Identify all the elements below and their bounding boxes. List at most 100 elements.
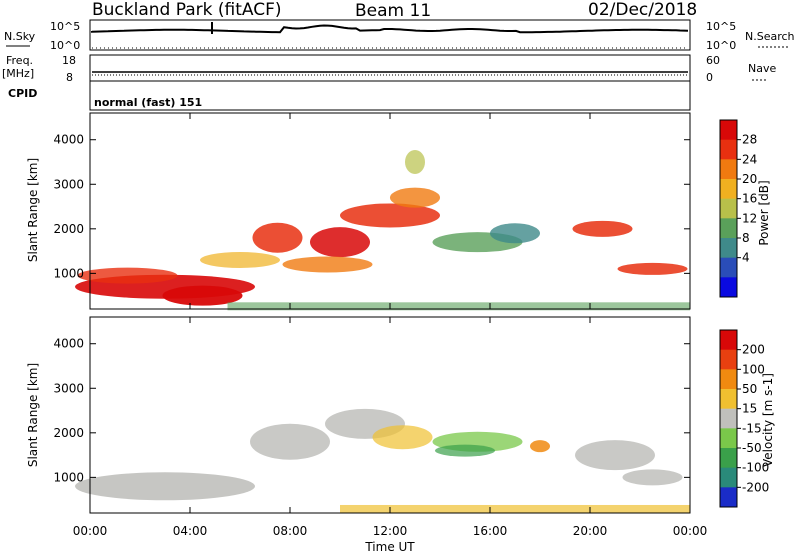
x-tick-label: 04:00 [173,524,208,538]
echo-band-grey [575,440,655,471]
colorbar-segment [720,389,737,410]
power-colorbar: 28 24 20 16 12 8 4 [719,119,757,298]
echo-band-orange [572,220,633,237]
colorbar-segment [720,179,737,200]
time-axis-title: Time UT [364,540,415,554]
colorbar-tick-label: 200 [742,343,765,357]
colorbar-segment [720,120,737,141]
nsearch-label: N.Search [745,30,795,43]
colorbar-segment [720,467,737,488]
beam-title: Beam 11 [355,1,431,21]
colorbar-tick-label: 16 [742,192,757,206]
y-tick-label: 1000 [53,470,84,484]
colorbar-tick-label: 15 [742,402,757,416]
colorbar-tick-label: -15 [742,421,762,435]
colorbar-segment [720,238,737,259]
colorbar-segment [720,428,737,449]
nsky-label: N.Sky [4,30,36,43]
echo-ground-band [227,302,690,311]
echo-band-orange [252,222,303,253]
colorbar-segment [720,330,737,351]
colorbar-segment [720,257,737,278]
velocity-panel: 1000 2000 3000 4000 Slant Range [km] [26,316,691,514]
nave-label: Nave [748,62,776,75]
colorbar-segment [720,159,737,180]
colorbar-tick-label: 20 [742,172,757,186]
x-tick-label: 16:00 [473,524,508,538]
echo-band-orange [77,267,178,284]
colorbar-segment [720,139,737,160]
echo-band-orange [617,262,688,275]
power-panel: 1000 2000 3000 4000 Slant Range [km] [26,112,691,311]
y-tick-label: 3000 [53,177,84,191]
sky-left-tick-bottom: 10^0 [50,39,80,52]
colorbar-tick-label: -200 [742,480,769,494]
freq-panel-frame [89,54,691,82]
x-tick-label: 00:00 [673,524,708,538]
colorbar-tick-label: -50 [742,441,762,455]
velocity-echo-regions [75,408,690,513]
velocity-colorbar-label: Velocity [m s-1] [761,373,775,467]
nsky-trace [91,24,689,34]
cpid-value: normal (fast) 151 [94,96,202,109]
colorbar-tick-label: -100 [742,461,769,475]
power-echo-regions [75,150,690,311]
echo-band-teal [490,223,540,244]
colorbar-segment [720,349,737,370]
echo-band-green [435,444,495,457]
colorbar-tick-label: 8 [742,231,750,245]
x-tick-label: 00:00 [73,524,108,538]
sky-panel-frame [89,19,691,51]
colorbar-tick-label: 50 [742,382,757,396]
cpid-label: CPID [8,87,37,100]
x-tick-label: 20:00 [573,524,608,538]
time-axis-labels: 00:00 04:00 08:00 12:00 16:00 20:00 00:00 [73,524,708,538]
echo-band-yellow [405,150,425,174]
echo-band-grey [250,423,330,460]
colorbar-segment [720,487,737,508]
colorbar-tick-label: 100 [742,362,765,376]
echo-band-grey [622,469,683,486]
colorbar-segment [720,218,737,239]
freq-tick-top: 18 [62,54,76,67]
echo-band-red [310,227,370,258]
y-tick-label: 4000 [53,337,84,351]
echo-band-yellow [372,425,433,450]
station-title: Buckland Park (fitACF) [92,0,282,20]
y-tick-label: 2000 [53,426,84,440]
velocity-colorbar: 200 100 50 15 -15 -50 -100 -200 [719,329,769,508]
colorbar-segment [720,198,737,219]
colorbar-segment [720,408,737,429]
echo-band-orange [282,256,373,273]
echo-ground-band [340,504,690,513]
colorbar-tick-label: 12 [742,211,757,225]
colorbar-tick-label: 24 [742,152,757,166]
colorbar-tick-label: 4 [742,251,750,265]
y-tick-label: 3000 [53,381,84,395]
colorbar-segment [720,448,737,469]
colorbar-tick-label: 28 [742,133,757,147]
date-title: 02/Dec/2018 [588,0,697,20]
colorbar-frame [719,329,738,508]
echo-band-red [162,285,243,306]
power-ylabel: Slant Range [km] [26,158,40,262]
x-tick-label: 12:00 [373,524,408,538]
y-tick-label: 4000 [53,133,84,147]
sky-right-tick-bottom: 10^0 [706,39,736,52]
sky-right-tick-top: 10^5 [706,20,736,33]
y-tick-label: 1000 [53,266,84,280]
echo-band-orange [340,203,440,228]
x-tick-label: 08:00 [273,524,308,538]
nave-tick-top: 60 [706,54,720,67]
power-colorbar-label: Power [dB] [757,180,771,245]
echo-band-yellow [200,252,280,268]
colorbar-frame [719,119,738,298]
colorbar-segment [720,369,737,390]
y-tick-label: 2000 [53,222,84,236]
colorbar-segment [720,277,737,298]
sky-left-tick-top: 10^5 [50,20,80,33]
echo-band-orange [530,440,550,453]
velocity-ylabel: Slant Range [km] [26,363,40,467]
freq-tick-bottom: 8 [66,71,73,84]
